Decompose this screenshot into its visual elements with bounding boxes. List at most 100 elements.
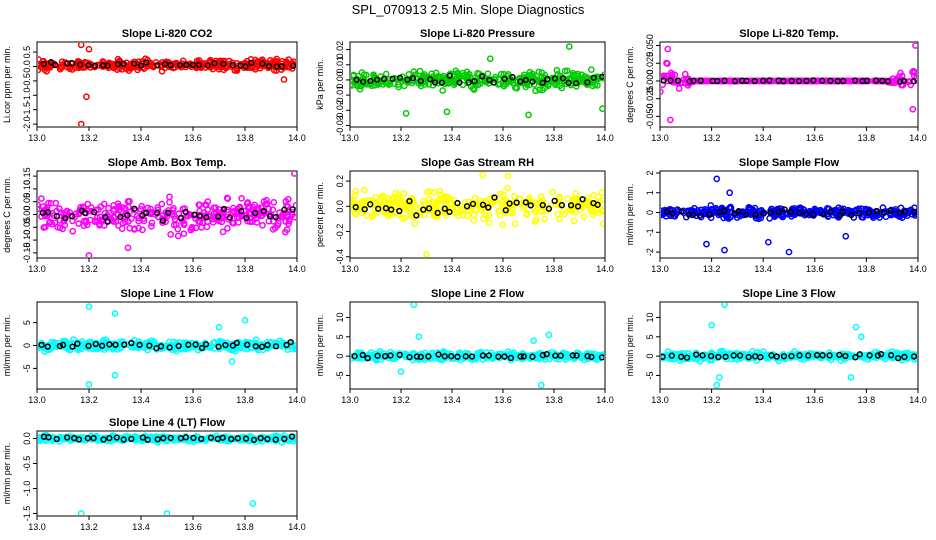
data-point: [270, 198, 278, 206]
reference-point: [288, 433, 296, 440]
data-point: [436, 187, 444, 195]
data-point: [499, 221, 507, 229]
data-point: [269, 226, 277, 233]
reference-point: [859, 77, 866, 85]
reference-point: [910, 353, 917, 360]
data-point: [46, 343, 54, 350]
x-tick-label: 13.8: [858, 395, 876, 405]
data-point: [914, 352, 917, 359]
data-point: [837, 77, 845, 85]
data-point: [208, 215, 216, 223]
y-tick-label: -1: [645, 228, 655, 236]
reference-point: [84, 435, 91, 442]
y-axis-label: kPa per min.: [315, 59, 325, 110]
reference-point: [669, 210, 676, 217]
plot-frame: [659, 301, 919, 390]
outlier-point: [504, 172, 512, 180]
data-point: [416, 67, 424, 75]
data-point: [572, 208, 580, 216]
reference-point: [804, 352, 812, 359]
y-tick-label: 10: [335, 312, 345, 322]
reference-point: [204, 62, 211, 69]
reference-point: [721, 77, 728, 84]
reference-point: [38, 341, 45, 349]
data-point: [56, 435, 63, 442]
data-point: [562, 356, 570, 363]
x-tick-label: 13.0: [341, 395, 359, 405]
reference-point: [529, 78, 536, 85]
data-point: [253, 219, 261, 226]
reference-point: [661, 353, 666, 360]
reference-point: [44, 209, 52, 216]
reference-point: [435, 351, 442, 358]
data-point: [689, 352, 697, 360]
x-tick-label: 13.4: [754, 264, 772, 274]
y-axis-label: Li.cor ppm per min.: [2, 46, 12, 123]
reference-point: [64, 434, 71, 441]
outlier-point: [291, 172, 296, 177]
data-point: [504, 184, 512, 192]
outlier-point: [85, 252, 93, 257]
data-point: [496, 207, 504, 214]
outlier-point: [443, 108, 451, 116]
outlier-point: [909, 105, 917, 113]
reference-point: [53, 435, 60, 443]
data-point: [231, 436, 239, 443]
data-point: [513, 77, 520, 85]
reference-point: [229, 61, 236, 69]
reference-point: [68, 213, 76, 220]
x-tick-label: 13.0: [651, 264, 669, 274]
y-tick-label: -0.03: [335, 115, 345, 136]
reference-point: [404, 76, 411, 83]
data-point: [552, 81, 559, 89]
reference-point: [594, 201, 601, 208]
reference-point: [852, 354, 859, 361]
data-point: [75, 220, 82, 227]
reference-point: [735, 207, 742, 215]
data-point: [436, 195, 444, 203]
plot-frame: [349, 41, 606, 128]
reference-point: [389, 75, 396, 82]
data-point: [476, 80, 484, 88]
reference-point: [479, 201, 487, 208]
reference-point: [819, 352, 826, 359]
data-point: [502, 209, 510, 217]
data-point: [504, 71, 512, 78]
reference-point: [743, 77, 750, 84]
reference-point: [250, 436, 258, 444]
data-point: [233, 65, 241, 73]
points: [661, 43, 917, 124]
data-point: [599, 206, 604, 213]
reference-point: [663, 208, 671, 215]
data-point: [764, 352, 772, 360]
reference-point: [45, 434, 52, 441]
reference-point: [721, 207, 728, 215]
x-tick-label: 13.4: [132, 522, 150, 532]
reference-point: [143, 209, 150, 217]
data-point: [204, 198, 212, 205]
y-tick-label: -2: [645, 248, 655, 256]
y-tick-label: -5: [645, 371, 655, 379]
data-point: [351, 71, 357, 79]
data-point: [905, 209, 913, 217]
reference-point: [281, 206, 288, 213]
x-tick-label: 13.2: [392, 264, 410, 274]
reference-point: [44, 343, 51, 350]
reference-point: [478, 73, 486, 80]
reference-point: [839, 208, 846, 215]
data-point: [728, 77, 736, 85]
reference-point: [287, 339, 294, 346]
data-point: [590, 207, 597, 215]
reference-point: [413, 353, 421, 360]
reference-point: [77, 61, 84, 68]
y-tick-label: 0.05: [22, 193, 32, 211]
x-tick-label: 13.4: [132, 133, 150, 143]
data-point: [293, 345, 296, 353]
y-tick-label: 0.050: [645, 34, 655, 57]
reference-point: [165, 209, 172, 216]
reference-point: [668, 352, 675, 359]
reference-point: [233, 339, 240, 347]
data-point: [870, 214, 877, 221]
reference-point: [413, 212, 420, 219]
data-point: [400, 351, 408, 359]
